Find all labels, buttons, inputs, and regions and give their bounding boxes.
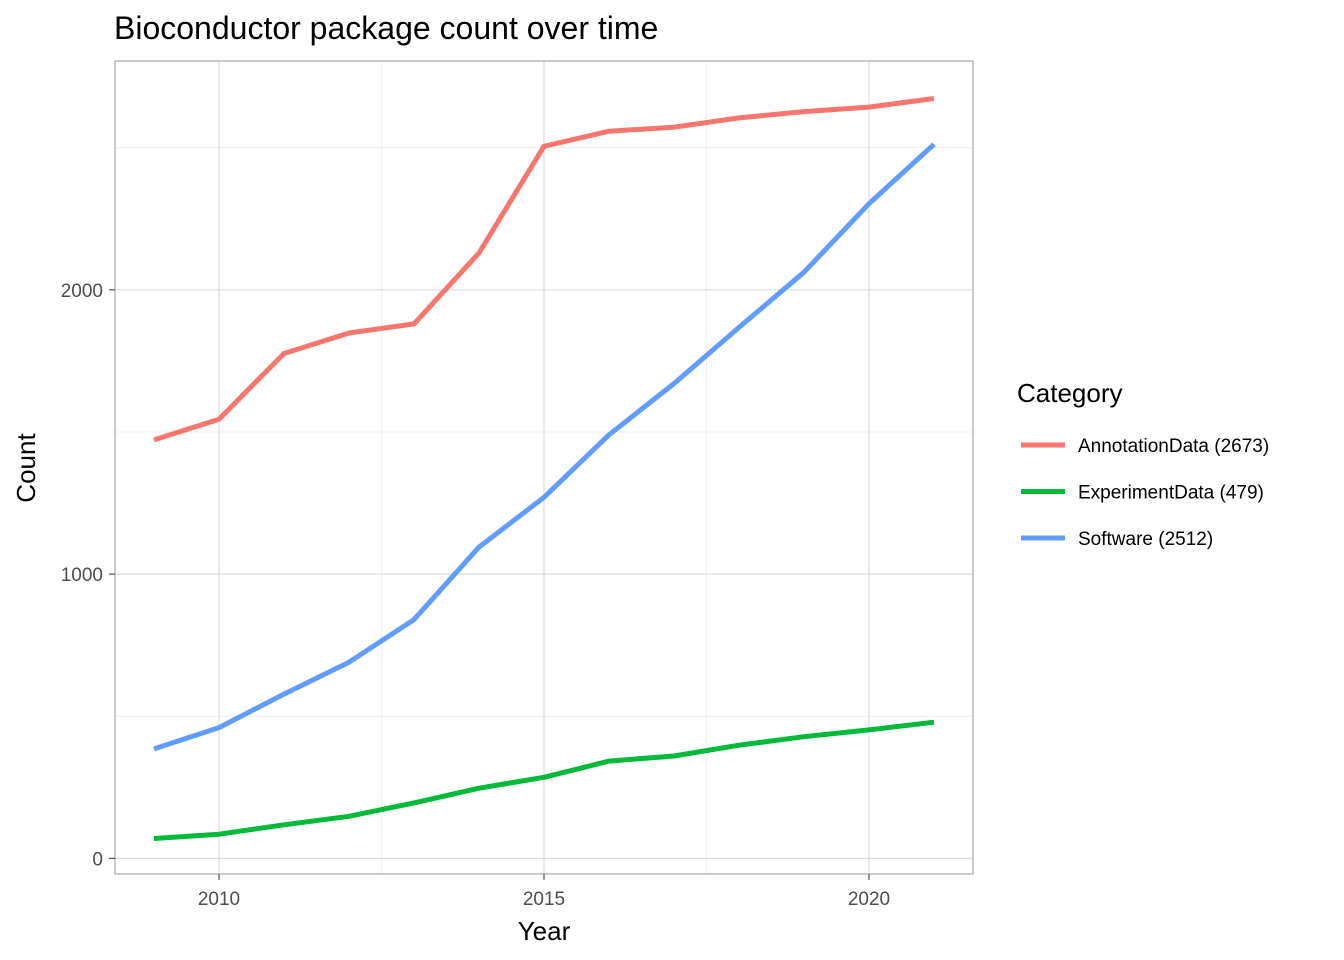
series-lines (153, 96, 936, 841)
series-line-1 (153, 719, 935, 841)
legend-item: AnnotationData (2673) (1021, 436, 1269, 457)
x-axis-ticks: 2010 2015 2020 (198, 874, 890, 910)
y-axis-ticks: 0 1000 2000 (61, 281, 115, 870)
x-tick-label: 2010 (198, 889, 240, 910)
x-tick-label: 2020 (848, 889, 890, 910)
legend-item: ExperimentData (479) (1021, 483, 1264, 504)
legend-label: ExperimentData (479) (1078, 483, 1264, 504)
x-tick-label: 2015 (523, 889, 565, 910)
series-line-2 (153, 142, 936, 752)
y-tick-label: 1000 (61, 565, 103, 586)
legend-label: AnnotationData (2673) (1078, 436, 1269, 457)
x-axis-title: Year (518, 916, 571, 946)
legend-item: Software (2512) (1021, 529, 1213, 550)
legend-label: Software (2512) (1078, 529, 1213, 550)
major-gridlines (115, 61, 973, 874)
legend: AnnotationData (2673) ExperimentData (479… (1021, 436, 1269, 550)
y-tick-label: 2000 (61, 281, 103, 302)
y-axis-title: Count (11, 433, 41, 503)
y-tick-label: 0 (92, 849, 103, 870)
chart-title: Bioconductor package count over time (114, 10, 658, 46)
legend-title: Category (1017, 378, 1123, 408)
series-line-0 (153, 96, 935, 443)
